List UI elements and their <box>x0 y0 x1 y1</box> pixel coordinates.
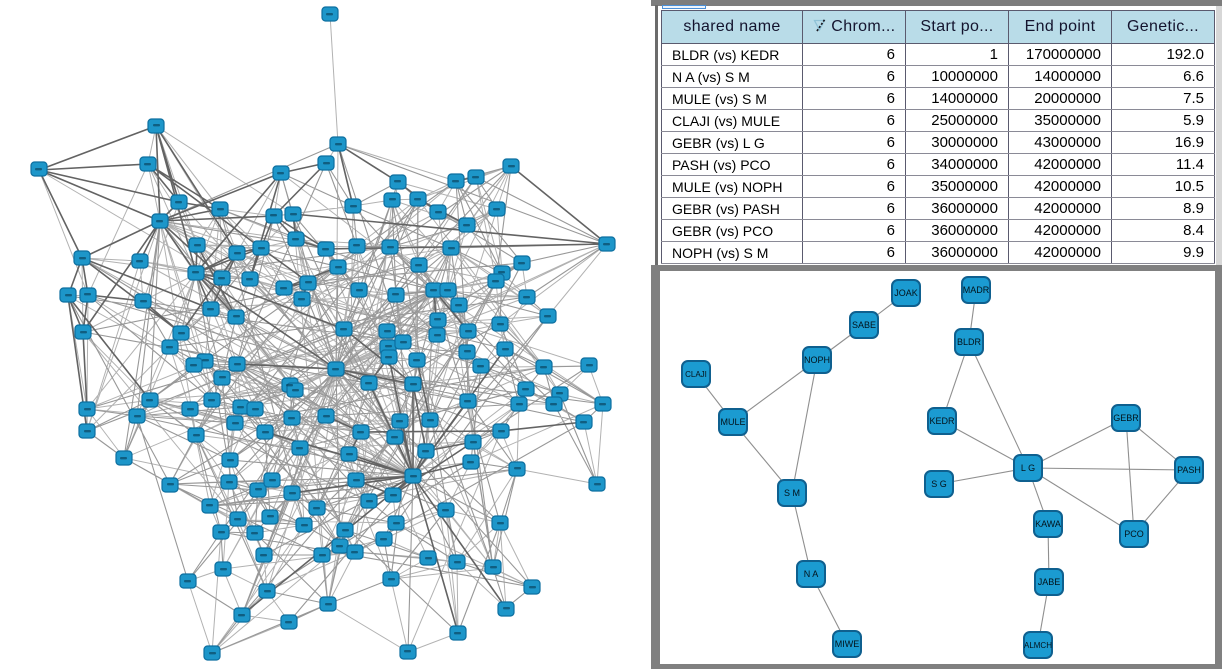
svg-text:S G: S G <box>931 479 947 489</box>
svg-text:JOAK: JOAK <box>894 288 918 298</box>
svg-text:KEDR: KEDR <box>929 416 955 426</box>
svg-text:MADR: MADR <box>963 285 990 295</box>
svg-text:SABE: SABE <box>852 320 876 330</box>
svg-text:MIWE: MIWE <box>835 639 860 649</box>
svg-text:MULE: MULE <box>720 417 745 427</box>
svg-text:CLAJI: CLAJI <box>685 370 707 379</box>
svg-text:PCO: PCO <box>1124 529 1144 539</box>
svg-text:BLDR: BLDR <box>957 337 982 347</box>
svg-text:NOPH: NOPH <box>804 355 830 365</box>
svg-text:JABE: JABE <box>1038 577 1061 587</box>
svg-text:KAWA: KAWA <box>1035 519 1061 529</box>
svg-text:S M: S M <box>784 488 800 498</box>
svg-text:N A: N A <box>804 569 819 579</box>
svg-text:L G: L G <box>1021 463 1035 473</box>
svg-text:GEBR: GEBR <box>1113 413 1139 423</box>
svg-text:ALMCH: ALMCH <box>1024 641 1052 650</box>
svg-text:PASH: PASH <box>1177 465 1201 475</box>
